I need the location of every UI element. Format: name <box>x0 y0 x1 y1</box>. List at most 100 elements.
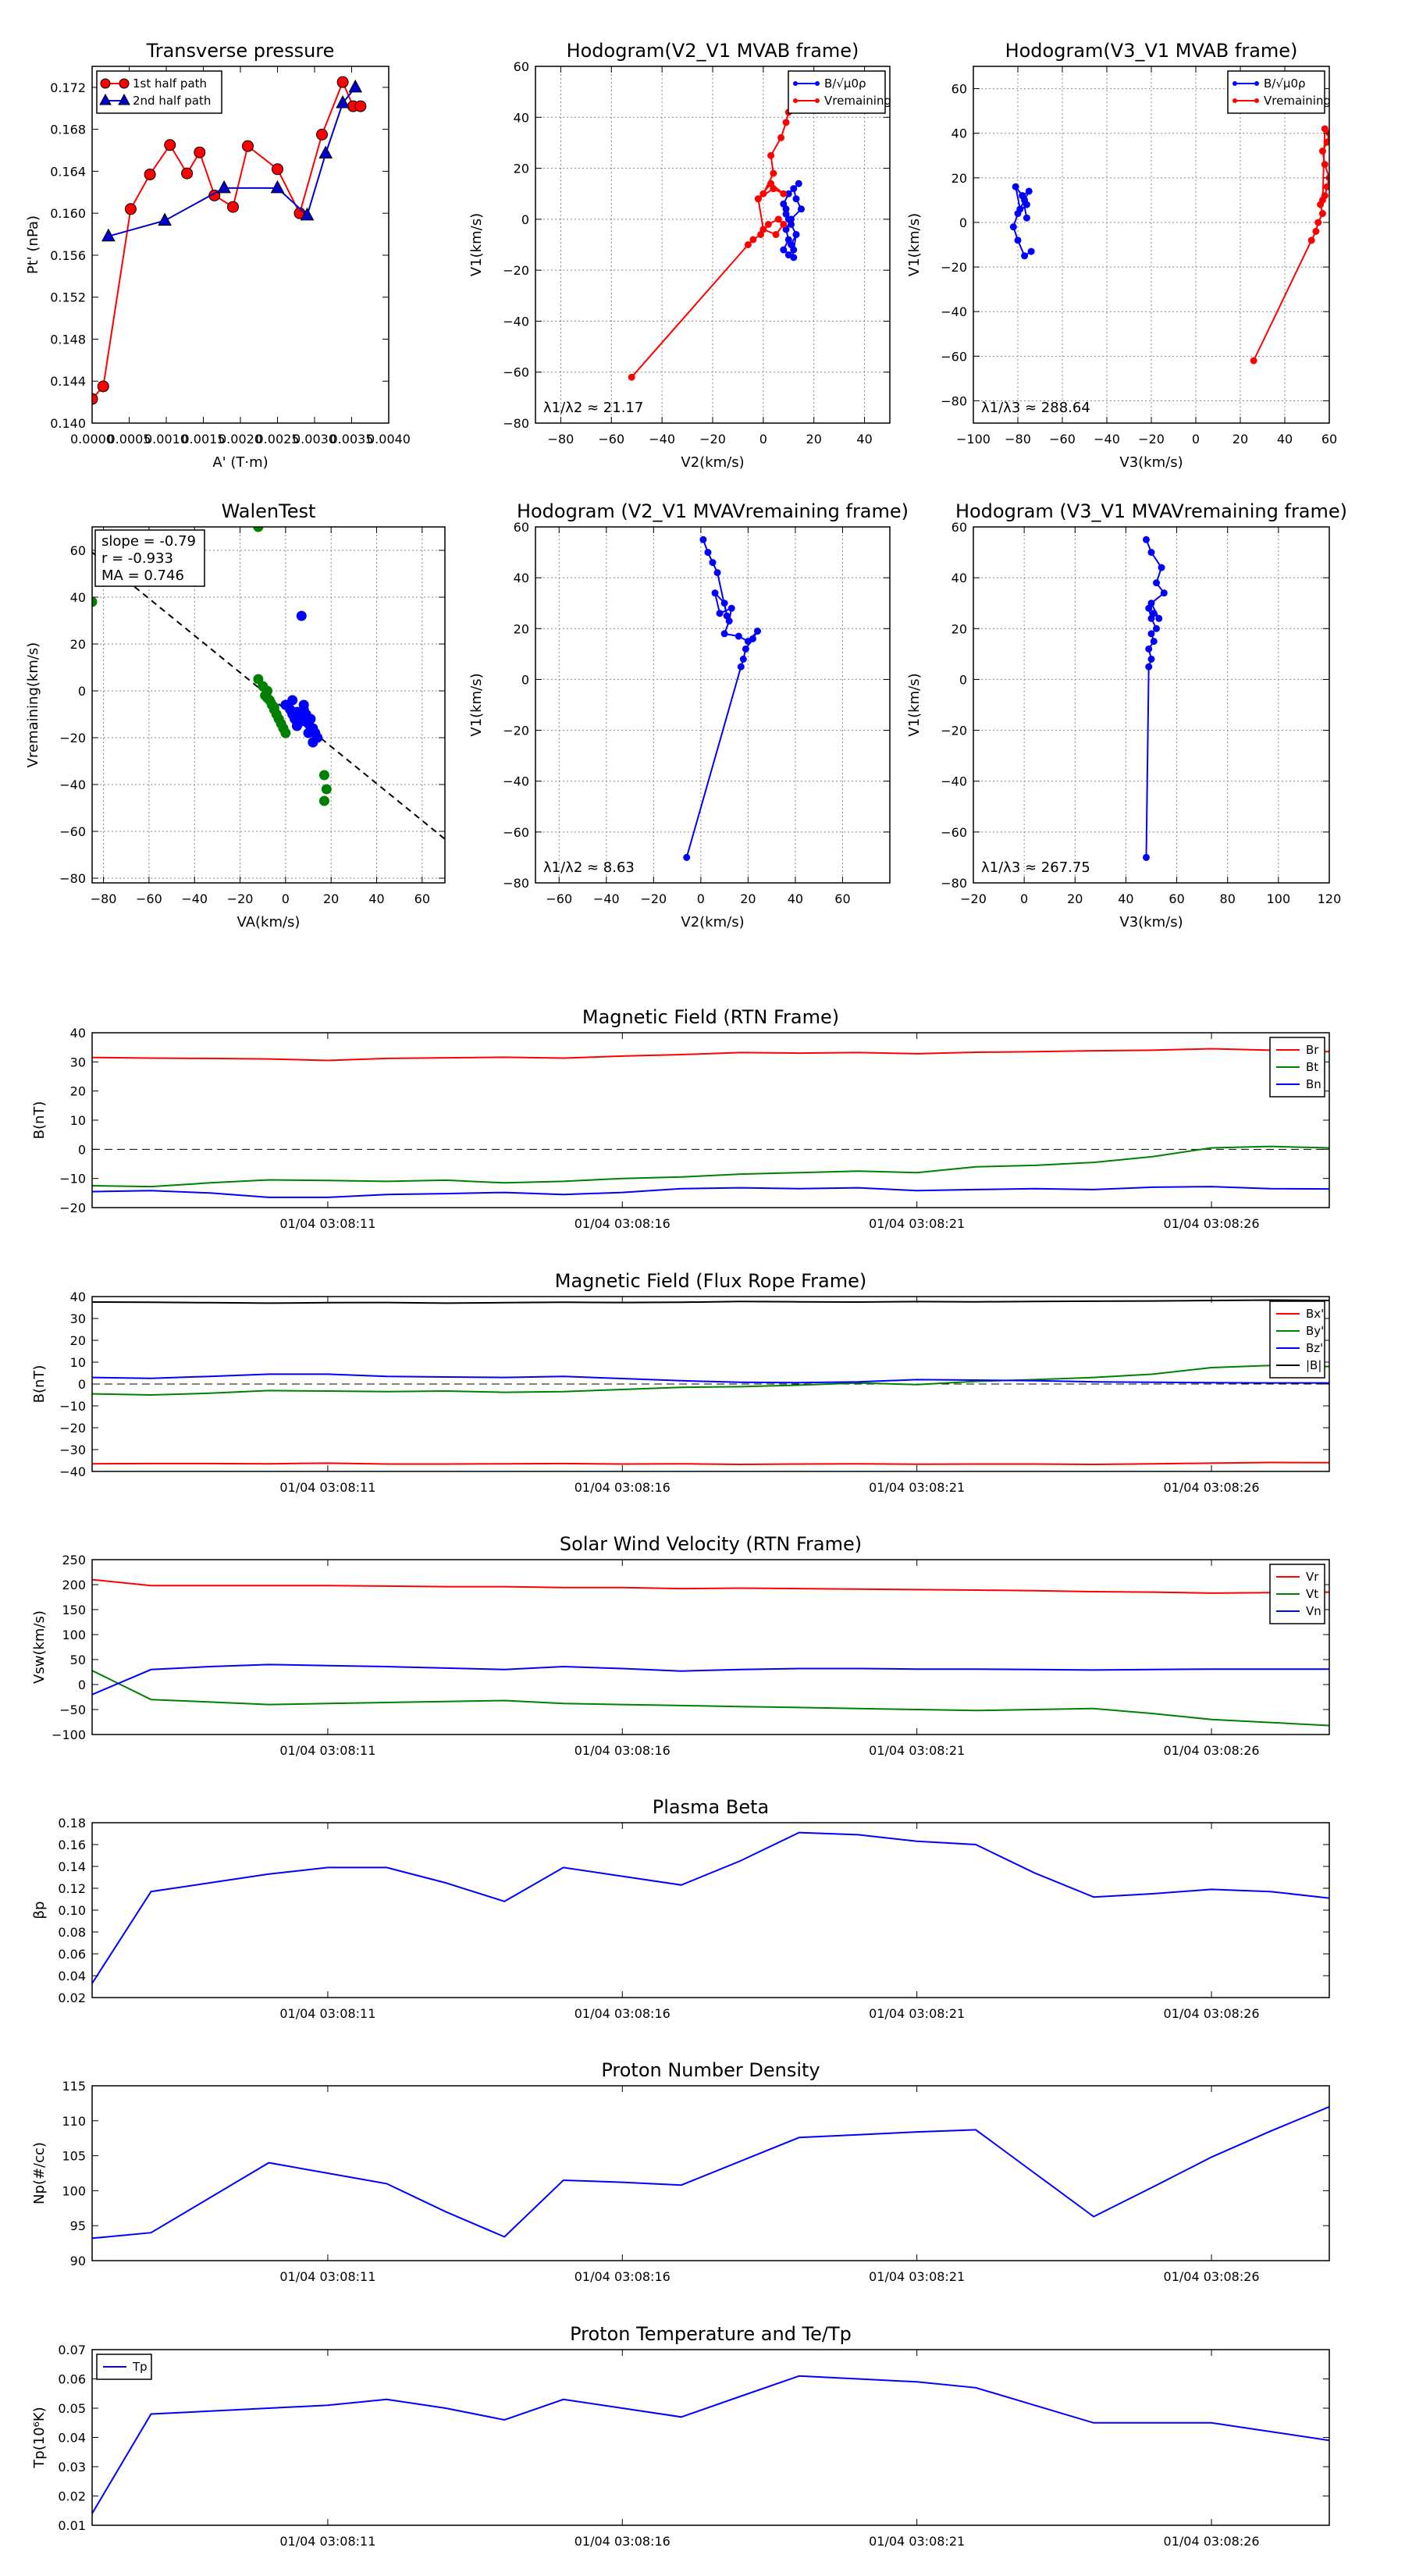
y-tick-label: −20 <box>59 1201 86 1215</box>
y-tick-label: 0.168 <box>50 123 86 137</box>
plot-area <box>92 1048 1329 1198</box>
y-tick-label: 0.160 <box>50 206 86 221</box>
data-point <box>287 695 298 706</box>
x-tick-label: 01/04 03:08:11 <box>279 1216 375 1231</box>
data-point <box>795 180 802 187</box>
chart-4: −60 −40 −20 0 20 40 60−80−60−40−200204060Hodog… <box>468 500 909 930</box>
y-tick-label: −60 <box>503 365 529 380</box>
data-point <box>780 190 788 197</box>
y-tick-label: 0 <box>521 212 529 227</box>
chart-title: Hodogram(V2_V1 MVAB frame) <box>567 40 859 62</box>
x-tick-label: 01/04 03:08:21 <box>869 2006 965 2021</box>
y-tick-label: 250 <box>62 1553 86 1567</box>
legend-label: Bn <box>1306 1077 1321 1091</box>
plot-frame <box>91 1822 1330 1998</box>
y-tick-label: −20 <box>503 263 529 278</box>
data-point <box>1155 614 1163 622</box>
data-point <box>227 201 239 213</box>
y-tick-label: 60 <box>514 59 529 74</box>
x-tick-label: 01/04 03:08:16 <box>574 2006 670 2021</box>
y-tick-label: 0.06 <box>58 2372 86 2387</box>
data-point <box>336 94 350 109</box>
legend-marker <box>1254 81 1259 86</box>
data-point <box>777 133 785 141</box>
data-point <box>1019 192 1026 200</box>
x-tick-label: 01/04 03:08:21 <box>869 1216 965 1231</box>
x-tick-label: −60 <box>136 891 162 906</box>
data-point <box>788 241 795 248</box>
plot-area <box>92 1578 1329 1727</box>
y-tick-label: −10 <box>59 1399 86 1414</box>
x-tick-label: 40 <box>856 432 872 447</box>
data-point <box>735 632 742 640</box>
x-tick-label: 20 <box>740 891 756 906</box>
data-point <box>764 220 772 228</box>
y-tick-label: 0 <box>78 684 86 699</box>
data-point <box>780 220 788 228</box>
data-point <box>739 655 747 663</box>
data-point <box>1160 589 1168 597</box>
chart-3: −80 −60 −40 −20 0 20 40 60 −80 −60 −40 −20 0 20 40 60 Wa… <box>25 500 446 930</box>
y-tick-label: 0.12 <box>58 1881 86 1896</box>
plot-area <box>92 76 367 405</box>
x-tick-label: 01/04 03:08:11 <box>279 2006 375 2021</box>
y-tick-label: −30 <box>59 1443 86 1457</box>
data-point <box>298 699 309 710</box>
x-axis-label: VA(km/s) <box>237 914 301 930</box>
data-point <box>262 692 273 703</box>
legend-box <box>788 70 886 114</box>
y-tick-label: −20 <box>941 724 967 738</box>
data-point <box>742 645 749 653</box>
y-tick-label: 0 <box>78 1377 86 1392</box>
y-tick-label: 0.06 <box>58 1947 86 1962</box>
x-tick-label: 40 <box>1118 891 1133 906</box>
data-point <box>754 628 762 635</box>
y-tick-label: 0 <box>521 672 529 687</box>
data-point <box>296 610 307 621</box>
y-axis-label: βp <box>31 1902 48 1920</box>
chart-11: 01/04 03:08:11 01/04 03:08:16 01/04 03:08:… <box>31 2323 1330 2549</box>
chart-8: 01/04 03:08:11 01/04 03:08:16 01/04 03:08:… <box>31 1533 1330 1758</box>
legend-marker <box>815 81 820 86</box>
chart-title: Plasma Beta <box>653 1796 769 1818</box>
y-tick-label: 0 <box>78 1142 86 1157</box>
x-tick-label: 01/04 03:08:16 <box>574 2534 670 2549</box>
y-tick-label: 100 <box>62 2183 86 2198</box>
series-line-Bx' <box>92 1461 1329 1466</box>
y-tick-label: 50 <box>70 1653 86 1667</box>
x-tick-label: 0.0005 <box>108 432 151 447</box>
data-point <box>790 254 798 262</box>
x-tick-label: 20 <box>1232 432 1248 447</box>
data-point <box>792 195 800 203</box>
legend-marker <box>815 98 820 103</box>
x-tick-label: −80 <box>91 891 117 906</box>
legend: B/√μ0ρ Vremaining <box>788 70 891 114</box>
y-tick-label: 40 <box>951 571 967 585</box>
y-tick-label: 105 <box>62 2149 86 2164</box>
y-tick-label: −40 <box>941 774 967 789</box>
data-point <box>280 728 291 738</box>
y-tick-label: 0.148 <box>50 332 86 347</box>
data-point <box>181 167 194 180</box>
x-tick-label: 01/04 03:08:11 <box>279 2534 375 2549</box>
x-tick-label: −20 <box>960 891 987 906</box>
y-axis-label: V1(km/s) <box>906 213 923 276</box>
legend-label: By' <box>1306 1324 1324 1338</box>
data-point <box>348 79 363 93</box>
y-tick-label: −80 <box>503 876 529 891</box>
plot-frame <box>91 1559 1330 1735</box>
series-line-2nd half path <box>108 87 357 237</box>
plot-area <box>92 2375 1329 2514</box>
legend: Tp <box>96 2354 152 2380</box>
x-tick-label: 0.0000 <box>70 432 114 447</box>
data-point <box>737 663 745 671</box>
y-tick-label: 0.10 <box>58 1903 86 1918</box>
annotation: slope = -0.79 <box>101 533 196 550</box>
y-tick-label: 10 <box>70 1355 86 1370</box>
chart-title: Hodogram (V3_V1 MVAVremaining frame) <box>955 500 1347 522</box>
y-tick-label: 110 <box>62 2114 86 2129</box>
y-axis-label: Vremaining(km/s) <box>25 642 41 768</box>
y-tick-label: 0.01 <box>58 2518 86 2533</box>
data-point <box>1147 600 1155 607</box>
